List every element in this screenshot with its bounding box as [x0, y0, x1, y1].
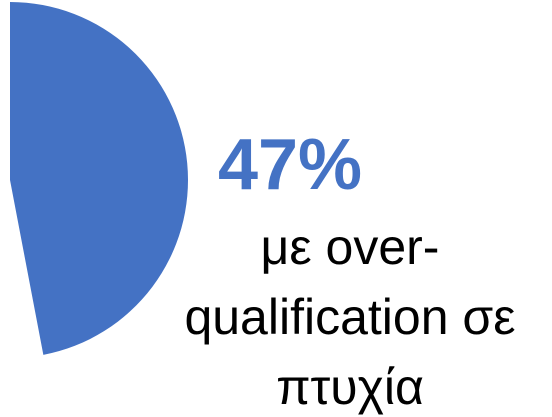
category-label: με over-qualification σε πτυχία [184, 219, 516, 415]
value-label: 47% [217, 125, 363, 205]
pie-slice [10, 2, 189, 355]
